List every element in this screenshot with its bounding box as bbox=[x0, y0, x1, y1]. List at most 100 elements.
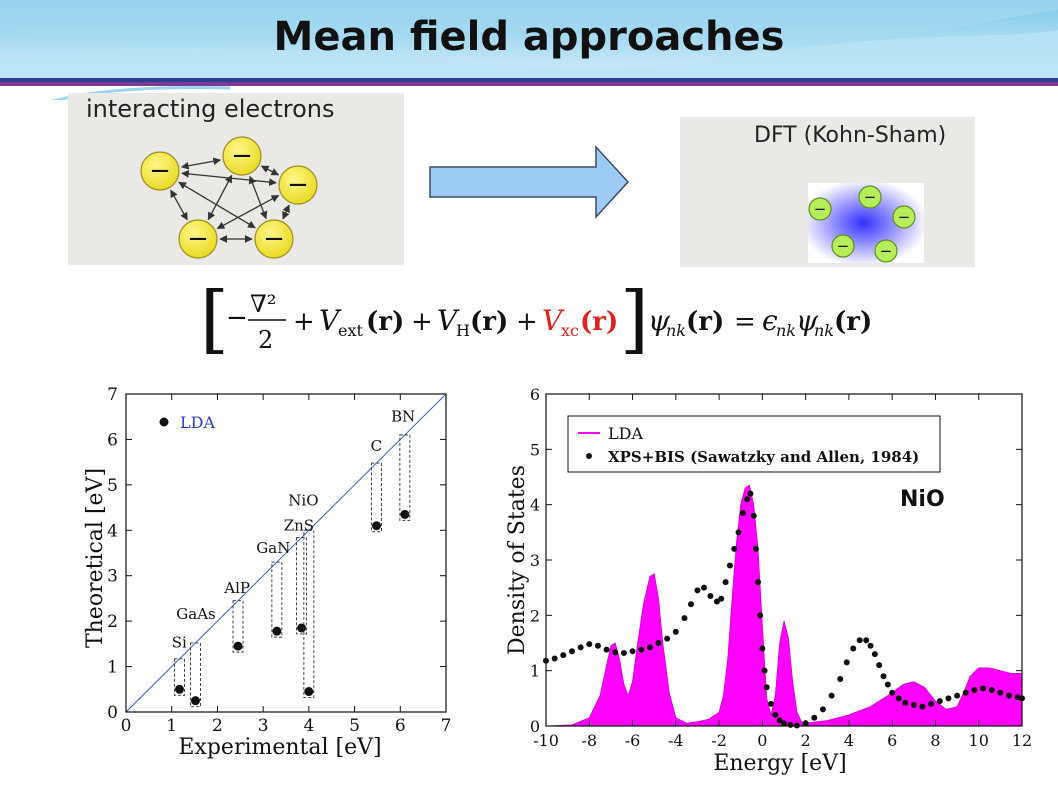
xps-bis-point bbox=[919, 703, 926, 710]
bandgap-x-tick-label: 0 bbox=[121, 716, 132, 736]
xps-bis-point bbox=[895, 695, 902, 702]
xps-bis-point bbox=[910, 701, 917, 708]
eq-psi2-arg: (r) bbox=[834, 307, 872, 337]
bandgap-chart: Theoretical [eV] Experimental [eV] 0 1 2 3 4… bbox=[83, 385, 451, 760]
xps-bis-point bbox=[889, 689, 896, 696]
electron-icon bbox=[178, 219, 218, 259]
dos-x-tick-label: -8 bbox=[581, 731, 597, 750]
eq-v-ext: V bbox=[319, 304, 342, 337]
bandgap-error-box bbox=[190, 642, 201, 708]
xps-bis-point bbox=[928, 700, 935, 707]
bandgap-point bbox=[297, 623, 307, 633]
xps-bis-point bbox=[713, 598, 720, 605]
dos-legend-xps-label: XPS+BIS (Sawatzky and Allen, 1984) bbox=[608, 448, 919, 466]
header-wave-light bbox=[0, 0, 1058, 46]
dos-x-tick-label: -4 bbox=[668, 731, 684, 750]
bandgap-x-tick-label: 1 bbox=[166, 716, 177, 736]
xps-bis-point bbox=[945, 695, 952, 702]
dos-y-tick-label: 3 bbox=[530, 551, 540, 570]
interacting-electrons-diagram: −−−−− bbox=[140, 136, 318, 259]
eq-close-bracket: ] bbox=[620, 278, 649, 362]
dos-legend-box bbox=[567, 415, 941, 473]
xps-bis-point bbox=[731, 545, 738, 552]
eq-v-xc-arg: (r) bbox=[580, 307, 618, 337]
bandgap-y-tick-label: 6 bbox=[107, 430, 118, 450]
xps-bis-point bbox=[759, 645, 766, 652]
bandgap-y-tick-label: 3 bbox=[107, 567, 118, 587]
eq-epsilon-sub: nk bbox=[776, 321, 796, 340]
lda-dos-area bbox=[545, 484, 1023, 727]
bandgap-error-box bbox=[232, 600, 244, 653]
bandgap-y-tick-label: 5 bbox=[107, 476, 118, 496]
bandgap-point bbox=[174, 684, 184, 694]
eq-plus: + bbox=[411, 307, 433, 337]
xps-bis-point bbox=[867, 642, 874, 649]
eq-two: 2 bbox=[258, 326, 273, 354]
eq-epsilon: ϵ bbox=[762, 304, 778, 337]
kohn-sham-charge-label: − bbox=[864, 188, 877, 206]
xps-bis-point bbox=[718, 595, 725, 602]
xps-bis-point bbox=[811, 714, 818, 721]
xps-bis-point bbox=[629, 648, 636, 655]
dos-x-tick-label: 4 bbox=[844, 731, 854, 750]
bandgap-point bbox=[372, 521, 382, 531]
xps-bis-point bbox=[819, 706, 826, 713]
kohn-sham-electron-icon bbox=[831, 234, 855, 258]
electron-icon bbox=[140, 151, 180, 191]
header-wave bbox=[0, 30, 1058, 80]
eq-v-xc: V bbox=[542, 304, 565, 337]
dos-xlabel: Energy [eV] bbox=[713, 751, 846, 776]
eq-open-bracket: [ bbox=[200, 278, 229, 362]
double-arrow-icon bbox=[282, 204, 290, 220]
xps-bis-point bbox=[735, 529, 742, 536]
xps-bis-point bbox=[880, 673, 887, 680]
eq-v-h-arg: (r) bbox=[470, 307, 508, 337]
kohn-sham-electron-icon bbox=[892, 205, 916, 229]
bandgap-y-tick-label: 2 bbox=[107, 612, 118, 632]
bandgap-material-label: C bbox=[371, 437, 382, 455]
dos-legend-lda-label: LDA bbox=[608, 424, 643, 443]
eq-psi2-sub: nk bbox=[814, 321, 834, 340]
xps-bis-point bbox=[837, 675, 844, 682]
eq-nabla-sq: ∇² bbox=[250, 290, 276, 318]
xps-bis-point bbox=[655, 640, 662, 646]
xps-bis-point bbox=[744, 496, 751, 503]
bandgap-xlabel: Experimental [eV] bbox=[178, 735, 381, 760]
xps-bis-point bbox=[707, 592, 714, 599]
xps-bis-point bbox=[594, 642, 601, 649]
bandgap-error-box bbox=[399, 434, 411, 521]
eq-v-h-sub: H bbox=[456, 321, 470, 340]
kohn-sham-electron-icon bbox=[874, 239, 898, 263]
kohn-sham-diagram: −− −− − bbox=[808, 183, 924, 263]
dos-x-tick-label: 12 bbox=[1012, 731, 1032, 750]
bandgap-material-label: NiO bbox=[288, 491, 318, 509]
xps-bis-point bbox=[694, 587, 701, 594]
xps-bis-point bbox=[954, 692, 961, 699]
bandgap-legend-label: LDA bbox=[180, 413, 215, 432]
eq-v-xc-sub: xc bbox=[561, 321, 579, 340]
xps-bis-point bbox=[980, 685, 987, 692]
header-stripe-navy bbox=[0, 78, 1058, 83]
xps-bis-point bbox=[1006, 692, 1013, 699]
bandgap-y-tick-label: 4 bbox=[107, 521, 118, 541]
double-arrow-icon bbox=[260, 165, 280, 176]
xps-bis-point bbox=[828, 692, 835, 699]
eq-equals: = bbox=[734, 307, 756, 337]
xps-bis-point bbox=[722, 579, 729, 586]
double-arrow-icon bbox=[180, 157, 222, 170]
bandgap-material-label: ZnS bbox=[284, 516, 314, 534]
xps-bis-point bbox=[761, 667, 768, 674]
xps-bis-point bbox=[787, 721, 794, 728]
bandgap-x-tick-label: 2 bbox=[212, 716, 223, 736]
bandgap-error-box bbox=[371, 462, 382, 533]
xps-bis-point bbox=[586, 641, 593, 648]
eq-psi2: ψ bbox=[796, 304, 819, 337]
eq-minus: − bbox=[226, 303, 248, 333]
eq-plus: + bbox=[293, 307, 315, 337]
electron-charge-label: − bbox=[149, 156, 171, 186]
dos-y-tick-label: 0 bbox=[530, 717, 540, 736]
bandgap-y-tick-label: 0 bbox=[107, 703, 118, 723]
electron-icon bbox=[278, 165, 318, 205]
xps-bis-point bbox=[772, 711, 779, 718]
dos-x-tick-label: 8 bbox=[930, 731, 940, 750]
